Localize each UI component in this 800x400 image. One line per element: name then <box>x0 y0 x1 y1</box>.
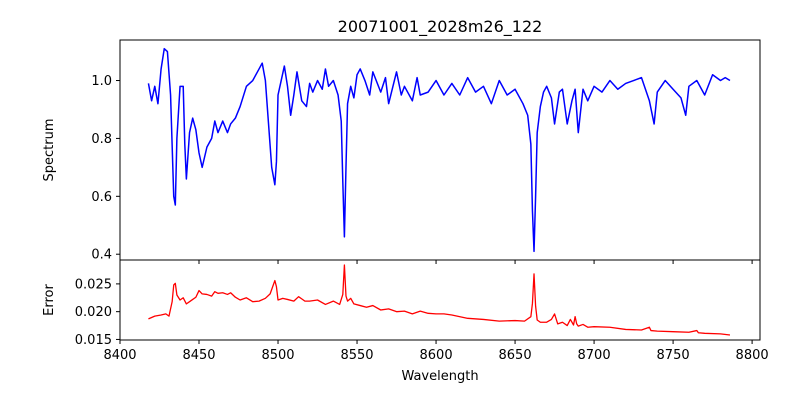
spectrum-y-ticks: 0.4 0.6 0.8 1.0 <box>91 74 120 263</box>
error-x-tick-label: 8550 <box>340 348 373 363</box>
error-x-tick-label: 8500 <box>261 348 294 363</box>
error-y-tick-label: 0.020 <box>75 305 112 320</box>
error-series-line <box>148 264 731 336</box>
error-x-tick-label: 8750 <box>657 348 690 363</box>
error-x-tick-label: 8700 <box>578 348 611 363</box>
error-panel: 0.015 0.020 0.025 8400 8450 8500 8550 8600 8650… <box>42 259 769 384</box>
spectrum-y-tick-label: 0.4 <box>91 248 112 263</box>
error-x-tick-label: 8600 <box>420 348 453 363</box>
x-axis-label: Wavelength <box>401 369 478 384</box>
error-x-tick-label: 8800 <box>736 348 769 363</box>
error-x-tick-label: 8450 <box>182 348 215 363</box>
chart-title: 20071001_2028m26_122 <box>338 17 543 37</box>
error-plot-frame <box>119 259 761 341</box>
error-x-ticks: 8400 8450 8500 8550 8600 8650 8700 8750 8800 <box>103 340 769 363</box>
error-x-tick-label: 8650 <box>499 348 532 363</box>
spectrum-y-axis-label: Spectrum <box>42 119 57 182</box>
error-x-tick-label: 8400 <box>103 348 136 363</box>
spectrum-y-tick-label: 1.0 <box>91 74 112 89</box>
spectrum-y-tick-label: 0.8 <box>91 132 112 147</box>
spectrum-series-line <box>147 47 731 253</box>
error-y-tick-label: 0.015 <box>75 333 112 348</box>
error-y-ticks: 0.015 0.020 0.025 <box>75 277 120 348</box>
error-y-axis-label: Error <box>42 284 57 316</box>
spectrum-y-tick-label: 0.6 <box>91 190 112 205</box>
error-y-tick-label: 0.025 <box>75 277 112 292</box>
